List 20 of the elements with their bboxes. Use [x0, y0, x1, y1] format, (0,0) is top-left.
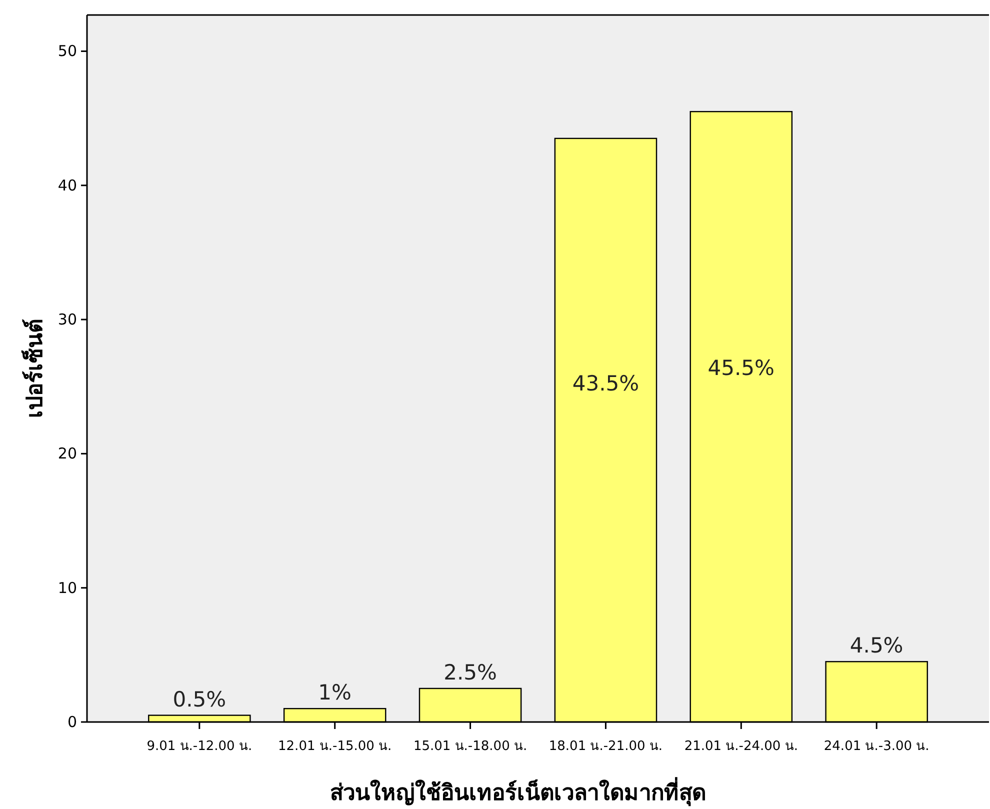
data-label: 0.5% [172, 687, 226, 712]
data-label: 2.5% [444, 660, 497, 684]
y-tick-label: 30 [58, 310, 77, 329]
y-axis-title: เปอร์เซ็นต์ [20, 319, 48, 418]
y-tick-label: 20 [58, 444, 77, 463]
data-label: 45.5% [708, 356, 775, 380]
data-label: 4.5% [850, 634, 904, 658]
y-tick-label: 40 [58, 176, 77, 194]
x-tick-label: 9.01 น.-12.00 น. [146, 739, 252, 754]
x-tick-label: 21.01 น.-24.00 น. [684, 739, 798, 754]
y-tick-label: 10 [58, 578, 77, 597]
x-tick-label: 18.01 น.-21.00 น. [548, 739, 663, 754]
x-tick-label: 15.01 น.-18.00 น. [413, 739, 528, 754]
y-tick-label: 0 [67, 713, 77, 731]
x-tick-label: 12.01 น.-15.00 น. [278, 739, 392, 754]
data-label: 1% [318, 680, 352, 705]
y-tick-label: 50 [58, 42, 77, 60]
x-axis-title: ส่วนใหญ่ใช้อินเทอร์เน็ตเวลาใดมากที่สุด [330, 776, 706, 807]
data-label: 43.5% [572, 372, 640, 396]
x-tick-label: 24.01 น.-3.00 น. [824, 739, 930, 754]
